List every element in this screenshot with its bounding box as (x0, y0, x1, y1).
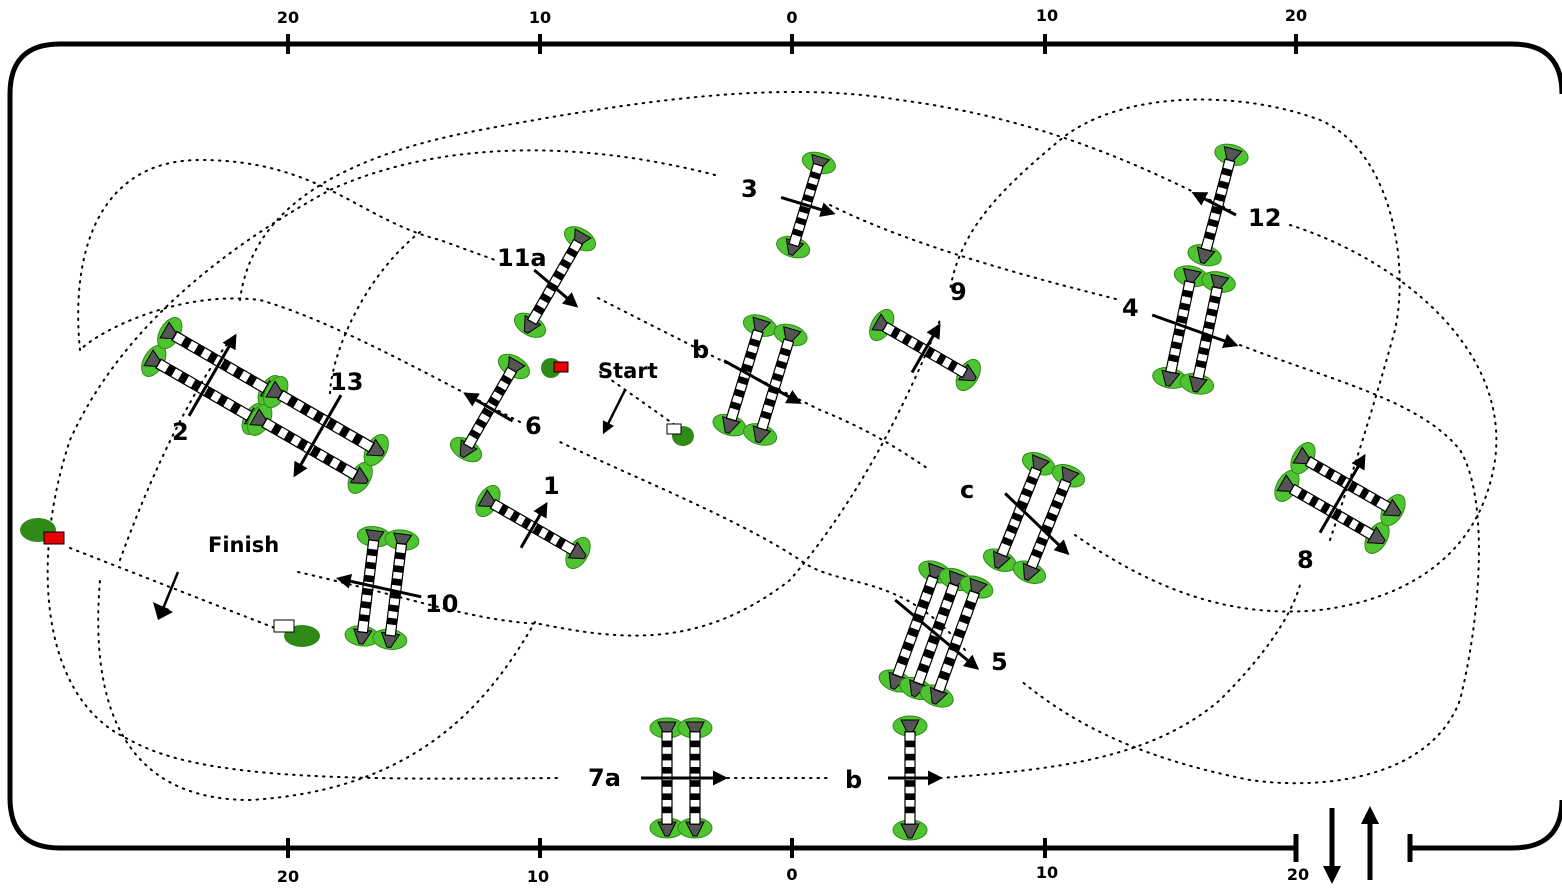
jump-icon (875, 556, 997, 712)
jump-icon (136, 312, 288, 440)
jump-number-label: 5 (991, 648, 1008, 676)
jump-number-label: 3 (741, 175, 758, 203)
jump-icon (470, 480, 596, 574)
jump-number-label: 11a (497, 244, 547, 272)
jump-icon (335, 524, 422, 652)
jump-number-label: 9 (950, 278, 967, 306)
entrance-arrows-icon (1323, 806, 1379, 884)
scale-top-label: 10 (1036, 6, 1058, 25)
flag-icon (666, 423, 694, 446)
arena-border-right (1410, 799, 1562, 851)
scale-ticks (286, 34, 1298, 858)
jump-number-label: c (960, 476, 974, 504)
scale-top-label: 20 (277, 8, 299, 27)
jump-number-label: 4 (1122, 294, 1139, 322)
jump-icon (979, 447, 1089, 589)
scale-bottom-label: 10 (1036, 863, 1058, 882)
arena-border (7, 41, 1562, 851)
scale-bottom-label: 20 (277, 867, 299, 886)
jump-icon (709, 310, 811, 450)
scale-top-label: 20 (1285, 6, 1307, 25)
scale-bottom-label: 20 (1287, 865, 1309, 884)
scale-bottom-label: 0 (786, 865, 797, 884)
jump-icon (888, 715, 943, 841)
jump-icon (509, 221, 601, 343)
jump-number-label: 12 (1248, 204, 1281, 232)
jump-number-label: 10 (425, 590, 458, 618)
jump-icon (1150, 262, 1239, 398)
jump-icon (773, 147, 839, 263)
finish-label: Finish (208, 533, 279, 557)
scale-top-label: 0 (786, 8, 797, 27)
jump-number-label: b (845, 766, 862, 794)
jump-icon (445, 348, 535, 468)
jump-number-label: 2 (172, 418, 189, 446)
jump-number-label: 13 (330, 368, 363, 396)
jump-number-label: 7a (588, 764, 621, 792)
jump-number-label: b (692, 336, 709, 364)
flag-icon (273, 619, 320, 647)
jump-number-label: 1 (543, 472, 560, 500)
scale-bottom-label: 10 (527, 867, 549, 886)
flag-icon (541, 358, 569, 378)
start-label: Start (598, 359, 658, 383)
jump-icon (1269, 437, 1411, 559)
jump-number-label: 6 (525, 412, 542, 440)
jump-icon (1185, 140, 1251, 270)
scale-top-label: 10 (529, 8, 551, 27)
jump-icon (242, 371, 394, 499)
flag-icon (20, 518, 65, 545)
jump-number-label: 8 (1297, 546, 1314, 574)
riding-path (46, 90, 1498, 802)
jump-icon (864, 304, 986, 396)
jump-icon (641, 717, 728, 839)
